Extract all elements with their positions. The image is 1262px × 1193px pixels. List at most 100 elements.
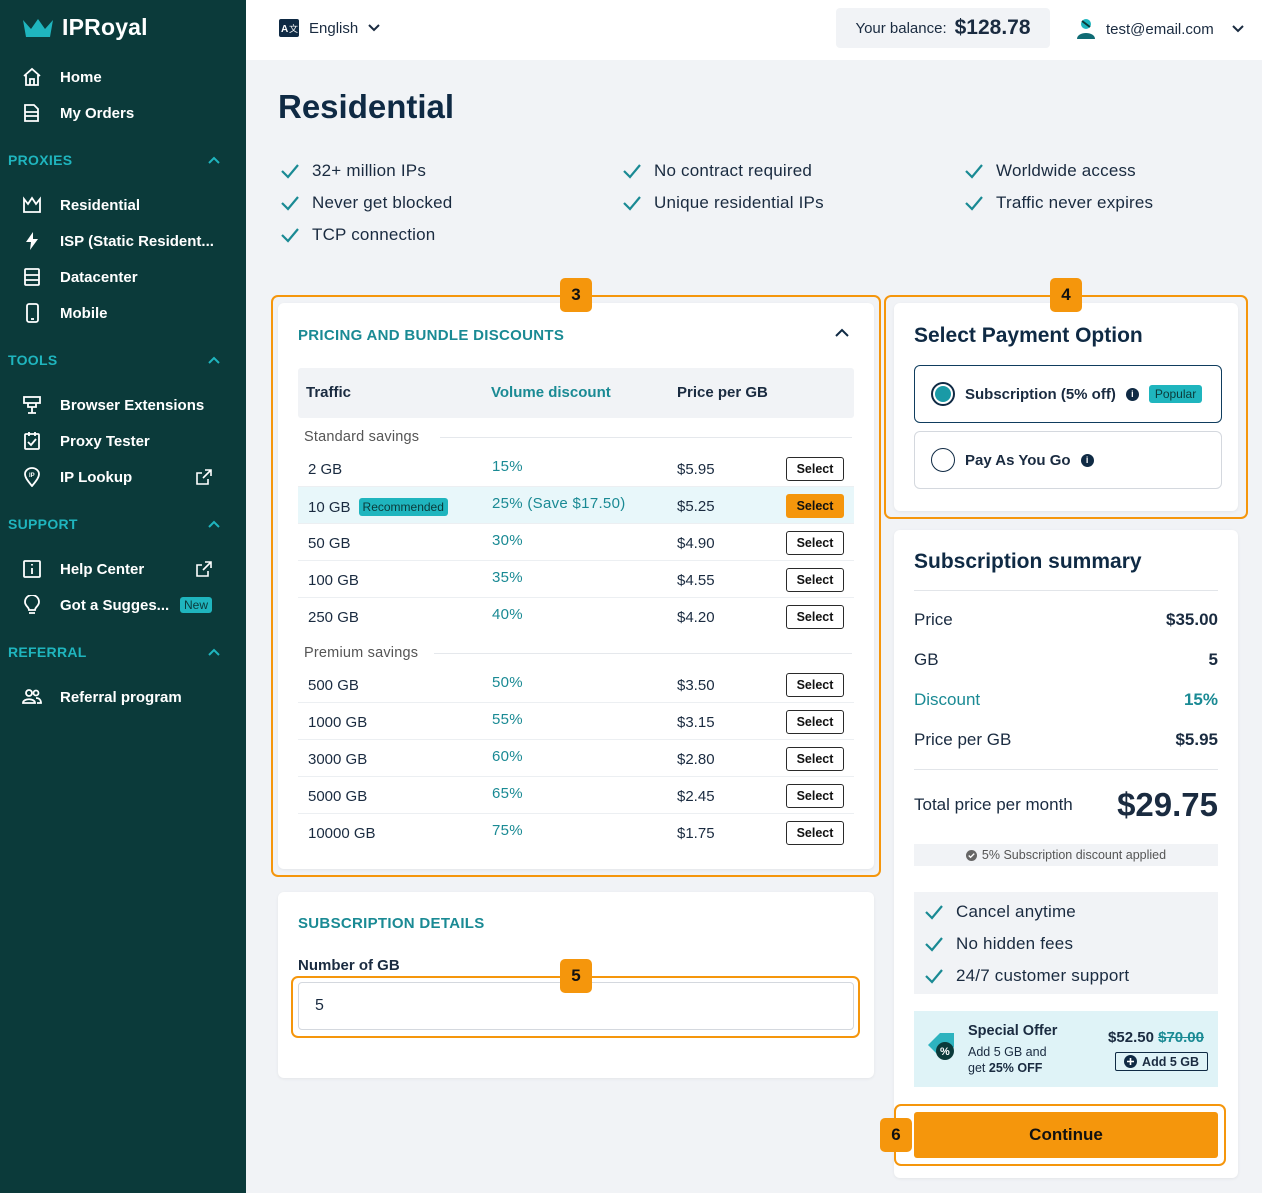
select-button[interactable]: Select <box>786 568 844 592</box>
column-header-price: Price per GB <box>677 384 768 401</box>
sidebar-item-referral[interactable]: Referral program <box>22 685 222 709</box>
feature-label: No contract required <box>654 161 813 180</box>
payment-title: Select Payment Option <box>914 324 1143 347</box>
table-row: 3000 GB 60% $2.80 Select <box>298 740 854 777</box>
price-cell: $2.80 <box>677 751 715 768</box>
feature-item: Traffic never expires <box>964 193 1153 213</box>
select-button[interactable]: Select <box>786 821 844 845</box>
discount-cell: 30% <box>492 532 523 549</box>
feature-label: Worldwide access <box>996 161 1136 180</box>
price-cell: $4.20 <box>677 609 715 626</box>
brand-logo[interactable]: IPRoyal <box>22 14 148 41</box>
balance-value: $128.78 <box>954 16 1031 39</box>
mobile-icon <box>26 303 39 323</box>
add-5gb-label: Add 5 GB <box>1142 1054 1199 1069</box>
column-header-traffic: Traffic <box>306 384 352 401</box>
select-button[interactable]: Select <box>786 605 844 629</box>
info-icon[interactable]: i <box>1080 453 1094 467</box>
sidebar-item-home[interactable]: Home <box>22 65 222 89</box>
info-icon[interactable]: i <box>1125 387 1139 401</box>
offer-new-price: $52.50 <box>1108 1029 1154 1046</box>
highlight-box-6 <box>894 1104 1226 1166</box>
sidebar-item-label: Referral program <box>60 688 182 706</box>
option-label: Subscription (5% off) <box>965 385 1116 403</box>
section-tools[interactable]: TOOLS <box>8 352 220 368</box>
summary-value: $5.95 <box>1175 730 1218 749</box>
user-menu[interactable]: test@email.com <box>1076 18 1244 40</box>
section-title: TOOLS <box>8 352 58 368</box>
price-cell: $4.90 <box>677 535 715 552</box>
check-icon <box>281 196 299 211</box>
select-button[interactable]: Select <box>786 531 844 555</box>
sidebar-item-datacenter[interactable]: Datacenter <box>22 265 222 289</box>
select-button[interactable]: Select <box>786 784 844 808</box>
price-cell: $4.55 <box>677 572 715 589</box>
sidebar-item-residential[interactable]: Residential <box>22 193 222 217</box>
group-divider <box>434 653 852 654</box>
chevron-up-icon <box>208 648 220 656</box>
chevron-up-icon <box>208 356 220 364</box>
chevron-up-icon <box>208 520 220 528</box>
select-button[interactable]: Select <box>786 673 844 697</box>
price-cell: $2.45 <box>677 788 715 805</box>
traffic-cell: 50 GB <box>308 535 351 552</box>
popular-badge: Popular <box>1148 385 1203 403</box>
select-button[interactable]: Select <box>786 747 844 771</box>
sidebar-item-help-center[interactable]: Help Center <box>22 557 222 581</box>
check-icon <box>281 164 299 179</box>
feature-label: TCP connection <box>312 225 436 244</box>
discount-cell: 75% <box>492 822 523 839</box>
user-email: test@email.com <box>1106 20 1214 38</box>
sidebar-item-proxy-tester[interactable]: Proxy Tester <box>22 429 222 453</box>
chevron-up-icon <box>208 156 220 164</box>
subscription-details-title: SUBSCRIPTION DETAILS <box>298 915 485 932</box>
continue-button[interactable]: Continue <box>914 1112 1218 1158</box>
sidebar-item-label: IP Lookup <box>60 468 133 486</box>
discount-cell: 35% <box>492 569 523 586</box>
check-icon <box>925 969 943 984</box>
radio-selected[interactable] <box>931 382 955 406</box>
svg-text:IP: IP <box>29 473 35 479</box>
section-title: REFERRAL <box>8 644 87 660</box>
new-badge: New <box>179 597 212 613</box>
select-button[interactable]: Select <box>786 710 844 734</box>
feature-item: No contract required <box>622 161 812 181</box>
discount-cell: 25% (Save $17.50) <box>492 495 626 512</box>
group-label-premium: Premium savings <box>304 645 419 661</box>
price-cell: $3.50 <box>677 677 715 694</box>
select-button[interactable]: Select <box>786 457 844 481</box>
home-icon <box>23 67 41 86</box>
chevron-down-icon <box>368 24 380 32</box>
sidebar-item-label: ISP (Static Resident... <box>60 232 214 250</box>
traffic-cell: 10000 GB <box>308 825 376 842</box>
sidebar-item-ip-lookup[interactable]: IP IP Lookup <box>22 465 222 489</box>
discount-cell: 55% <box>492 711 523 728</box>
traffic-cell: 10 GB Recommended <box>308 498 448 516</box>
section-support[interactable]: SUPPORT <box>8 516 220 532</box>
bolt-icon <box>26 232 38 250</box>
perk-item: No hidden fees <box>924 934 1073 954</box>
sidebar-item-suggestion[interactable]: Got a Sugges... New <box>22 593 222 617</box>
sidebar-item-browser-extensions[interactable]: Browser Extensions <box>22 393 222 417</box>
table-row-recommended: 10 GB Recommended 25% (Save $17.50) $5.25 Se… <box>298 487 854 524</box>
info-square-icon <box>23 560 41 578</box>
payment-option-subscription[interactable]: Subscription (5% off) i Popular <box>914 365 1222 423</box>
add-5gb-button[interactable]: Add 5 GB <box>1115 1052 1208 1071</box>
radio-unselected[interactable] <box>931 448 955 472</box>
sidebar-item-isp[interactable]: ISP (Static Resident... <box>22 229 222 253</box>
balance-label: Your balance: <box>855 19 947 37</box>
chevron-up-icon[interactable] <box>835 328 849 337</box>
gb-label: Number of GB <box>298 957 400 974</box>
discount-cell: 50% <box>492 674 523 691</box>
payment-option-payg[interactable]: Pay As You Go i <box>914 431 1222 489</box>
offer-line2: get 25% OFF <box>968 1061 1042 1075</box>
section-referral[interactable]: REFERRAL <box>8 644 220 660</box>
check-icon <box>623 164 641 179</box>
section-proxies[interactable]: PROXIES <box>8 152 220 168</box>
select-button-active[interactable]: Select <box>786 494 844 518</box>
sidebar-item-mobile[interactable]: Mobile <box>22 301 222 325</box>
offer-prices: $52.50 $70.00 <box>1108 1029 1204 1046</box>
sidebar-item-my-orders[interactable]: My Orders <box>22 101 222 125</box>
